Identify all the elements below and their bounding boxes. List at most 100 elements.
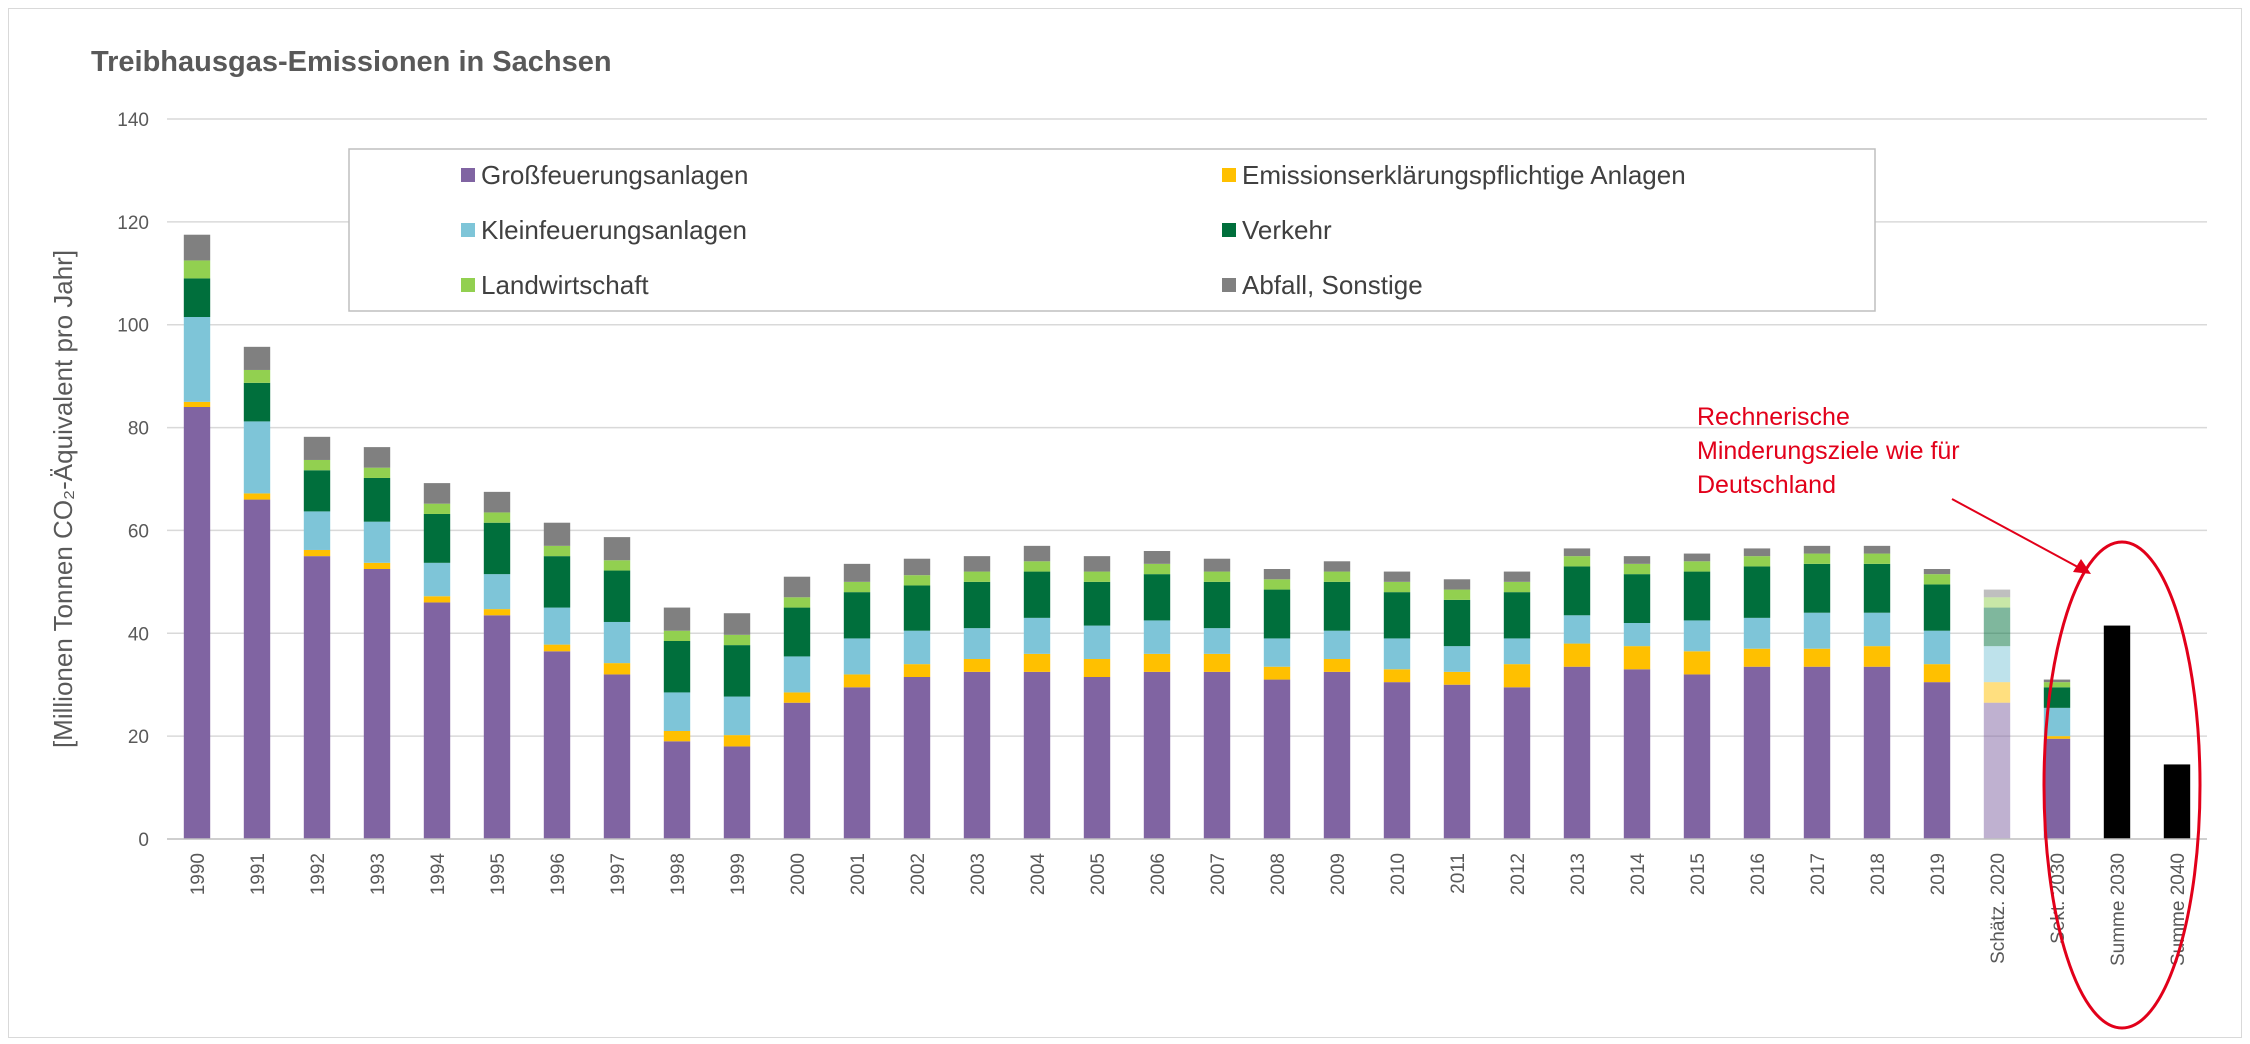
x-tick-label: 2001 — [848, 853, 869, 895]
bar-kleinfeuerungsanlagen-2009 — [1323, 630, 1351, 659]
y-tick-label: 60 — [128, 521, 149, 542]
bar-emissionserklarungspflichtige-anlagen-2014 — [1623, 646, 1651, 670]
bar-grossfeuerungsanlagen-2009 — [1323, 671, 1351, 839]
bar-kleinfeuerungsanlagen-2015 — [1683, 620, 1711, 652]
legend-label: Großfeuerungsanlagen — [481, 160, 748, 190]
bar-stacks — [183, 234, 2191, 839]
bar-landwirtschaft-1990 — [183, 260, 211, 279]
bar-emissionserklarungspflichtige-anlagen-2005 — [1083, 659, 1111, 677]
bar-grossfeuerungsanlagen-2011 — [1443, 684, 1471, 839]
x-tick-label: 2000 — [788, 853, 809, 895]
legend-swatch — [461, 278, 475, 292]
x-tick-label: 2019 — [1928, 853, 1949, 895]
bar-verkehr-2013 — [1563, 566, 1591, 616]
x-tick-label: 2007 — [1208, 853, 1229, 895]
bar-abfall-sonstige-schatz-2020 — [1983, 589, 2011, 598]
bar-emissionserklarungspflichtige-anlagen-2016 — [1743, 648, 1771, 667]
bar-stack-1992 — [303, 436, 331, 839]
x-tick-label: 1991 — [248, 853, 269, 895]
bar-grossfeuerungsanlagen-2000 — [783, 702, 811, 839]
bar-abfall-sonstige-2019 — [1923, 569, 1951, 575]
bar-grossfeuerungsanlagen-2005 — [1083, 677, 1111, 839]
bar-kleinfeuerungsanlagen-2005 — [1083, 625, 1111, 659]
bar-stack-2014 — [1623, 556, 1651, 839]
bar-landwirtschaft-2018 — [1863, 553, 1891, 564]
annotation-line: Deutschland — [1697, 471, 1836, 499]
bar-emissionserklarungspflichtige-anlagen-2015 — [1683, 651, 1711, 675]
bar-grossfeuerungsanlagen-2007 — [1203, 671, 1231, 839]
x-tick-label: 1994 — [428, 853, 449, 896]
bar-grossfeuerungsanlagen-1994 — [423, 602, 451, 839]
bar-kleinfeuerungsanlagen-2000 — [783, 656, 811, 693]
bar-verkehr-1994 — [423, 513, 451, 563]
bar-kleinfeuerungsanlagen-1998 — [663, 692, 691, 731]
bar-verkehr-2007 — [1203, 581, 1231, 629]
legend-box — [348, 148, 1876, 312]
bar-abfall-sonstige-1994 — [423, 483, 451, 504]
bar-stack-2008 — [1263, 569, 1291, 839]
bar-landwirtschaft-2004 — [1023, 561, 1051, 572]
bar-verkehr-1991 — [243, 382, 271, 422]
bar-verkehr-2011 — [1443, 599, 1471, 647]
x-tick-label: 2012 — [1508, 853, 1529, 895]
bar-stack-2012 — [1503, 571, 1531, 839]
bar-kleinfeuerungsanlagen-1999 — [723, 696, 751, 736]
bar-stack-1993 — [363, 447, 391, 839]
legend-label: Landwirtschaft — [481, 270, 649, 300]
bar-emissionserklarungspflichtige-anlagen-1992 — [303, 549, 331, 557]
bar-grossfeuerungsanlagen-2016 — [1743, 666, 1771, 839]
bar-emissionserklarungspflichtige-anlagen-schatz-2020 — [1983, 682, 2011, 703]
bar-verkehr-1997 — [603, 570, 631, 622]
bar-kleinfeuerungsanlagen-1991 — [243, 421, 271, 494]
bar-landwirtschaft-2005 — [1083, 571, 1111, 582]
legend-item-grossfeuerungsanlagen: Großfeuerungsanlagen — [461, 160, 748, 190]
bar-emissionserklarungspflichtige-anlagen-1994 — [423, 596, 451, 603]
bar-emissionserklarungspflichtige-anlagen-2000 — [783, 692, 811, 703]
bar-abfall-sonstige-2004 — [1023, 545, 1051, 562]
bar-verkehr-1996 — [543, 556, 571, 608]
bar-stack-1994 — [423, 483, 451, 839]
legend-item-emissionserklarungspflichtige-anlagen: Emissionserklärungspflichtige Anlagen — [1222, 160, 1686, 190]
bar-stack-2018 — [1863, 545, 1891, 839]
bar-verkehr-2004 — [1023, 571, 1051, 618]
bar-kleinfeuerungsanlagen-2019 — [1923, 630, 1951, 665]
legend-swatch — [461, 223, 475, 237]
x-tick-label: 2016 — [1748, 853, 1769, 895]
bar-kleinfeuerungsanlagen-2016 — [1743, 617, 1771, 649]
bar-grossfeuerungsanlagen-schatz-2020 — [1983, 702, 2011, 839]
x-tick-label: 1993 — [368, 853, 389, 895]
legend-label: Abfall, Sonstige — [1242, 270, 1423, 300]
bar-emissionserklarungspflichtige-anlagen-2013 — [1563, 643, 1591, 667]
bar-kleinfeuerungsanlagen-2013 — [1563, 615, 1591, 644]
x-tick-label: 1995 — [488, 853, 509, 895]
bar-verkehr-1993 — [363, 477, 391, 522]
bar-abfall-sonstige-2008 — [1263, 569, 1291, 580]
bar-abfall-sonstige-2006 — [1143, 551, 1171, 564]
bar-verkehr-1998 — [663, 641, 691, 693]
bar-kleinfeuerungsanlagen-2008 — [1263, 638, 1291, 667]
bar-verkehr-2006 — [1143, 574, 1171, 621]
bar-verkehr-2016 — [1743, 566, 1771, 618]
bar-landwirtschaft-1998 — [663, 630, 691, 641]
bar-grossfeuerungsanlagen-1993 — [363, 569, 391, 839]
bar-stack-1996 — [543, 522, 571, 839]
x-tick-label: 2002 — [908, 853, 929, 895]
bar-abfall-sonstige-1993 — [363, 447, 391, 468]
chart-title: Treibhausgas-Emissionen in Sachsen — [91, 46, 612, 78]
x-tick-label: 2004 — [1028, 853, 1049, 896]
bar-landwirtschaft-2009 — [1323, 571, 1351, 582]
bar-landwirtschaft-1993 — [363, 467, 391, 478]
x-tick-label: 2009 — [1328, 853, 1349, 895]
legend-label: Kleinfeuerungsanlagen — [481, 215, 747, 245]
bar-abfall-sonstige-2017 — [1803, 545, 1831, 554]
bar-grossfeuerungsanlagen-2001 — [843, 687, 871, 839]
bar-landwirtschaft-1994 — [423, 503, 451, 514]
bar-emissionserklarungspflichtige-anlagen-2019 — [1923, 664, 1951, 683]
bar-landwirtschaft-2010 — [1383, 581, 1411, 593]
x-tick-label: 2017 — [1808, 853, 1829, 895]
x-tick-label: 2018 — [1868, 853, 1889, 895]
bar-emissionserklarungspflichtige-anlagen-2011 — [1443, 671, 1471, 685]
x-tick-label: 2003 — [968, 853, 989, 895]
bar-stack-1999 — [723, 613, 751, 839]
bar-emissionserklarungspflichtige-anlagen-2007 — [1203, 653, 1231, 672]
